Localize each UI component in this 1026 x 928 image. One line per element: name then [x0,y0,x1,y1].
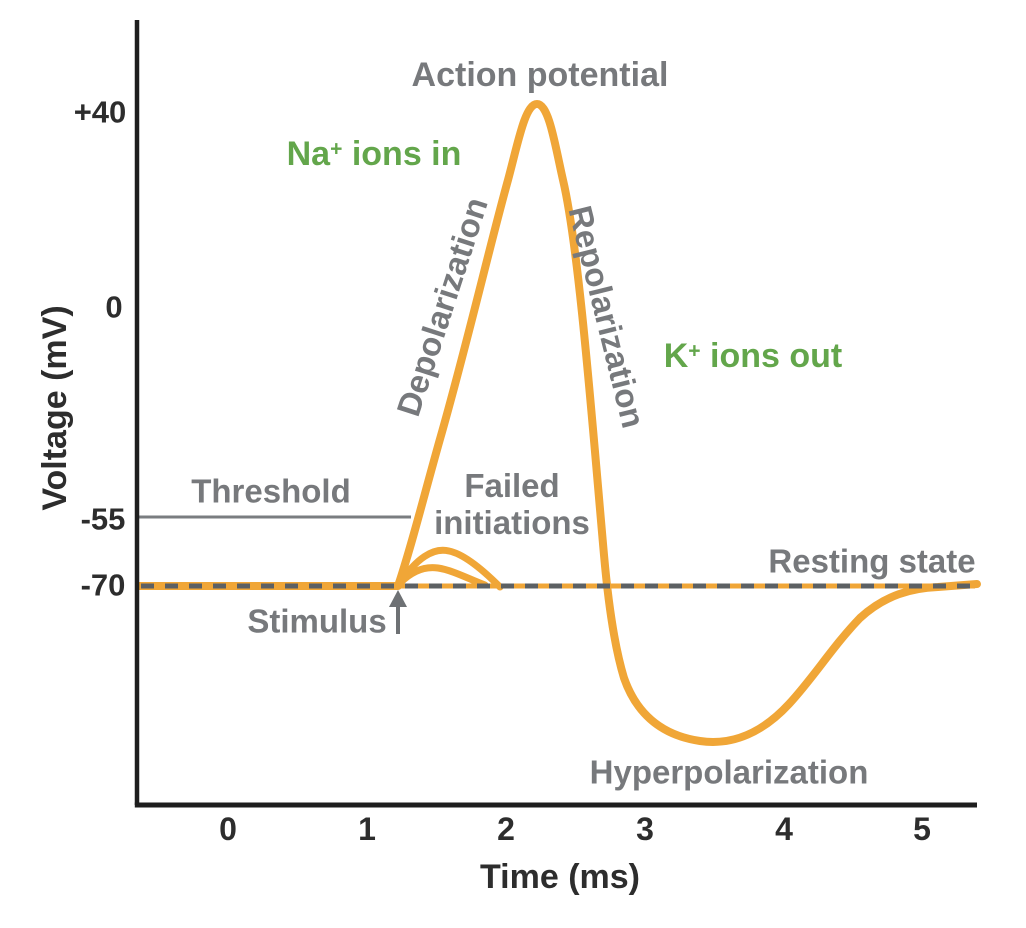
y-tick-0: 0 [105,289,123,325]
y-tick-plus40: +40 [73,94,127,130]
y-tick-minus70: -70 [80,567,126,603]
stimulus-label: Stimulus [247,602,387,640]
membrane-potential-curve [135,100,981,746]
k-ions-base: K [663,336,689,375]
k-ions-rest: ions out [700,336,843,375]
hyperpolarization-label: Hyperpolarization [589,753,869,791]
y-axis-title: Voltage (mV) [35,305,74,511]
failed-initiations-line2: initiations [434,504,590,541]
x-tick-4: 4 [775,811,793,848]
x-tick-5: 5 [913,811,931,848]
action-potential-label: Action potential [411,55,669,94]
stimulus-arrow-head [389,590,407,607]
na-ions-rest: ions in [342,134,462,173]
k-ions-label: K+ ions out [664,337,843,375]
x-tick-3: 3 [636,811,654,848]
resting-state-label: Resting state [768,542,976,580]
x-tick-0: 0 [219,811,237,848]
k-ions-sup: + [688,339,701,363]
failed-initiations-label: Failed initiations [434,467,590,541]
failed-initiation-curve-small [396,564,489,589]
x-axis-title: Time (ms) [480,857,640,896]
failed-initiation-curve-large [396,546,504,591]
x-tick-2: 2 [497,811,515,848]
y-tick-minus55: -55 [80,501,126,537]
x-tick-1: 1 [358,811,376,848]
threshold-label: Threshold [191,472,351,510]
na-ions-label: Na+ ions in [287,135,462,173]
na-ions-base: Na [286,134,331,173]
na-ions-sup: + [330,137,343,161]
failed-initiations-line1: Failed [464,467,560,504]
